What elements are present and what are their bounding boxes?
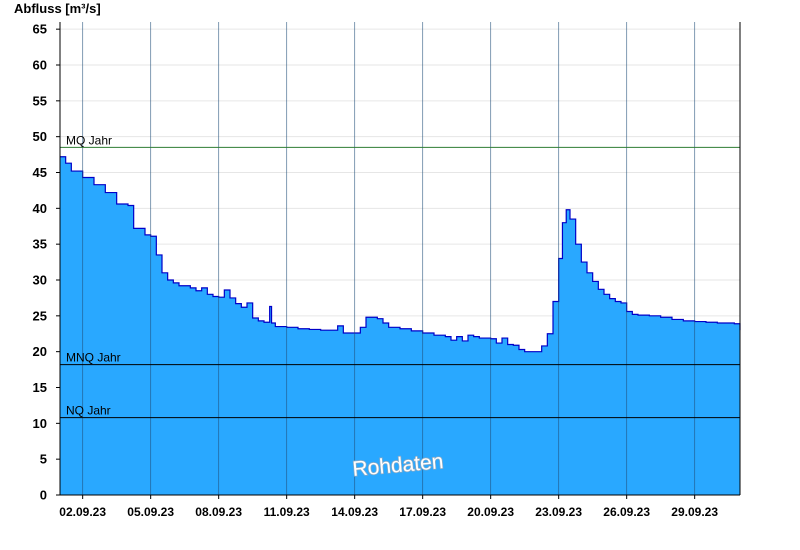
y-tick-label: 50 — [33, 129, 47, 144]
y-tick-label: 30 — [33, 273, 47, 288]
reference-line-label: MNQ Jahr — [66, 351, 121, 365]
y-tick-label: 60 — [33, 58, 47, 73]
x-tick-label: 02.09.23 — [59, 505, 106, 519]
y-tick-label: 55 — [33, 93, 47, 108]
x-tick-label: 20.09.23 — [467, 505, 514, 519]
y-tick-label: 40 — [33, 201, 47, 216]
y-tick-label: 5 — [40, 452, 47, 467]
x-tick-label: 11.09.23 — [264, 505, 310, 519]
x-tick-label: 05.09.23 — [127, 505, 174, 519]
y-tick-label: 10 — [33, 416, 47, 431]
y-axis-label: Abfluss [m³/s] — [14, 1, 101, 16]
discharge-area — [60, 156, 740, 495]
discharge-line — [60, 156, 741, 353]
reference-line-label: NQ Jahr — [66, 404, 111, 418]
y-tick-label: 0 — [40, 488, 47, 503]
reference-line-label: MQ Jahr — [66, 133, 112, 147]
x-tick-label: 29.09.23 — [671, 505, 718, 519]
x-tick-label: 26.09.23 — [603, 505, 650, 519]
y-tick-label: 65 — [33, 22, 47, 37]
x-tick-label: 23.09.23 — [535, 505, 582, 519]
x-tick-label: 17.09.23 — [399, 505, 446, 519]
x-tick-label: 14.09.23 — [331, 505, 378, 519]
y-tick-label: 20 — [33, 344, 47, 359]
y-tick-label: 15 — [33, 380, 47, 395]
y-tick-label: 25 — [33, 308, 47, 323]
y-tick-label: 45 — [33, 165, 47, 180]
x-tick-label: 08.09.23 — [195, 505, 242, 519]
y-tick-label: 35 — [33, 237, 47, 252]
